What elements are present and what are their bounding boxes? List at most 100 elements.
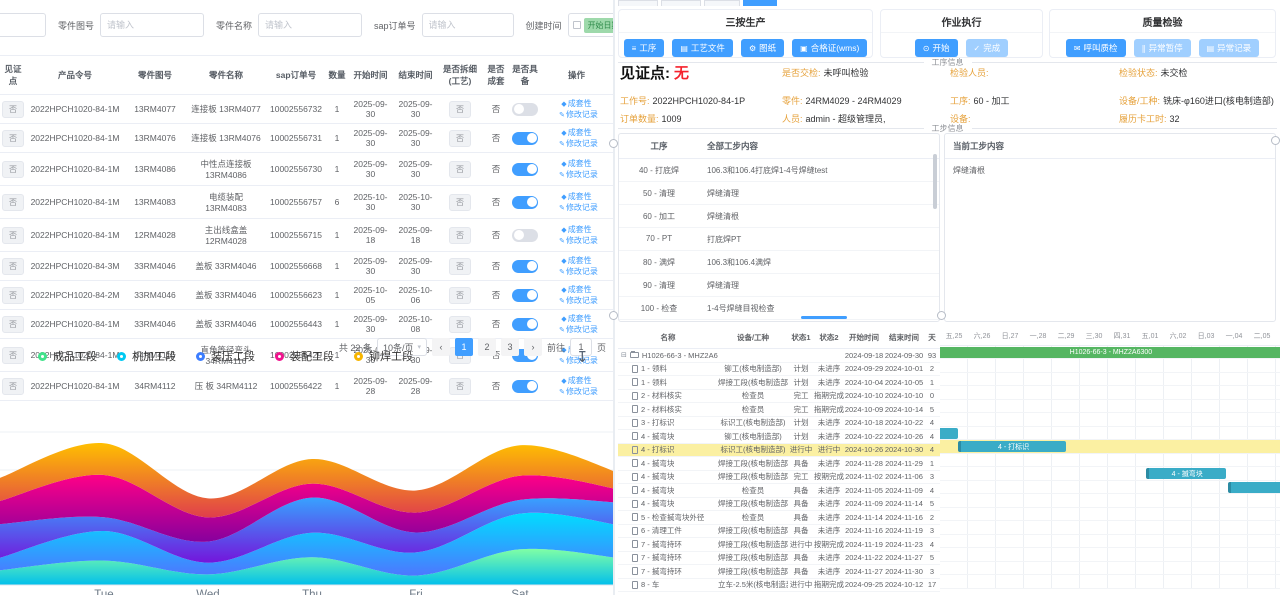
gantt-task-row[interactable]: 7 - 揻弯持环 焊接工段(核电制造部) 具备 未进序 2024-11-27 2024-1… bbox=[618, 565, 940, 579]
legend-item-2[interactable]: 装压工段 bbox=[196, 348, 255, 364]
set-check-link[interactable]: ◆成套性 bbox=[561, 192, 592, 201]
gantt-task-row[interactable]: 2 - 材料核实 检查员 完工 拖期完成 2024-10-10 2024-10-10 0 bbox=[618, 390, 940, 403]
page-button-3[interactable]: 3 bbox=[500, 338, 519, 356]
set-check-link[interactable]: ◆成套性 bbox=[561, 128, 592, 137]
legend-item-0[interactable]: 成品工段 bbox=[38, 348, 97, 364]
modify-log-link[interactable]: ✎修改记录 bbox=[559, 267, 598, 276]
gantt-task-row[interactable]: 1 - 领料 焊接工段(核电制造部) 计划 未进序 2024-10-04 2024-10-… bbox=[618, 376, 940, 390]
set-check-link[interactable]: ◆成套性 bbox=[561, 159, 592, 168]
vertical-scrollbar[interactable] bbox=[933, 154, 937, 209]
ready-toggle[interactable] bbox=[512, 131, 538, 145]
gantt-task-row[interactable]: ⊟ H1026-66-3 - MHZ2A6300 2024-09-182024-09… bbox=[618, 349, 940, 363]
ready-toggle[interactable] bbox=[512, 195, 538, 209]
resize-handle[interactable] bbox=[609, 311, 618, 320]
gantt-task-row[interactable]: 7 - 揻弯持环 焊接工段(核电制造部) 进行中 按期完成 2024-11-19 2024… bbox=[618, 538, 940, 552]
prev-page-button[interactable]: ‹ bbox=[431, 338, 450, 356]
工艺文件-button[interactable]: ▤ 工艺文件 bbox=[672, 39, 733, 57]
gantt-task-row[interactable]: 6 - 清理工件 焊接工段(核电制造部) 具备 未进序 2024-11-16 2024-1… bbox=[618, 525, 940, 538]
gantt-bar[interactable] bbox=[940, 427, 959, 439]
ready-toggle[interactable] bbox=[512, 162, 538, 176]
modify-log-link[interactable]: ✎修改记录 bbox=[559, 170, 598, 179]
ready-toggle[interactable] bbox=[512, 102, 538, 116]
split-no-button[interactable]: 否 bbox=[449, 257, 471, 275]
split-no-button[interactable]: 否 bbox=[449, 129, 471, 147]
horizontal-scrollbar[interactable] bbox=[801, 316, 847, 319]
gantt-bar[interactable]: 4 - 揻弯块 bbox=[1145, 468, 1226, 479]
legend-item-1[interactable]: 机加工段 bbox=[117, 348, 176, 364]
task-name-text: 4 - 揻弯块 bbox=[641, 499, 675, 509]
split-no-button[interactable]: 否 bbox=[449, 315, 471, 333]
gantt-task-row[interactable]: 1 - 领料 铆工(核电制造部) 计划 未进序 2024-09-29 2024-10-01… bbox=[618, 363, 940, 376]
modify-log-link[interactable]: ✎修改记录 bbox=[559, 139, 598, 148]
ready-toggle[interactable] bbox=[512, 288, 538, 302]
异常暂停-button[interactable]: ∥ 异常暂停 bbox=[1133, 39, 1191, 57]
set-check-link[interactable]: ◆成套性 bbox=[561, 376, 592, 385]
gantt-task-row[interactable]: 7 - 揻弯持环 焊接工段(核电制造部) 具备 未进序 2024-11-22 2024-1… bbox=[618, 552, 940, 565]
gantt-task-row[interactable]: 4 - 揻弯块 检查员 具备 未进序 2024-11-05 2024-11-09 4 bbox=[618, 484, 940, 498]
resize-handle[interactable] bbox=[1271, 136, 1280, 145]
图纸-button[interactable]: ⚙ 图纸 bbox=[740, 39, 785, 57]
gantt-bar[interactable]: H1026-66-3 - MHZ2A6300 bbox=[940, 346, 1280, 358]
sap-order-no: 10002556730 bbox=[266, 152, 326, 186]
modify-log-link[interactable]: ✎修改记录 bbox=[559, 236, 598, 245]
开始-button[interactable]: ⊙ 开始 bbox=[914, 39, 958, 57]
split-no-button[interactable]: 否 bbox=[449, 193, 471, 211]
工序-button[interactable]: ≡ 工序 bbox=[623, 39, 665, 57]
ready-toggle[interactable] bbox=[512, 379, 538, 393]
drawing-no-input[interactable] bbox=[100, 13, 205, 37]
legend-item-3[interactable]: 装配工段 bbox=[275, 348, 334, 364]
split-no-button[interactable]: 否 bbox=[449, 100, 471, 118]
set-check-link[interactable]: ◆成套性 bbox=[561, 256, 592, 265]
split-no-button[interactable]: 否 bbox=[449, 377, 471, 395]
resize-handle[interactable] bbox=[937, 311, 946, 320]
ready-toggle[interactable] bbox=[512, 259, 538, 273]
完成-button[interactable]: ✓ 完成 bbox=[965, 39, 1009, 57]
modify-log-link[interactable]: ✎修改记录 bbox=[559, 296, 598, 305]
modify-log-link[interactable]: ✎修改记录 bbox=[559, 387, 598, 396]
tab-stub-3[interactable] bbox=[704, 0, 740, 6]
gantt-task-row[interactable]: 4 - 揻弯块 焊接工段(核电制造部) 具备 未进序 2024-11-09 2024-11… bbox=[618, 498, 940, 511]
gantt-bar[interactable]: 4 - 打标识 bbox=[958, 441, 1066, 452]
tab-stub-2[interactable] bbox=[661, 0, 701, 6]
gantt-task-row[interactable]: 4 - 揻弯块 焊接工段(核电制造部) 完工 按期完成 2024-11-02 2024-1… bbox=[618, 471, 940, 484]
split-no-button[interactable]: 否 bbox=[449, 160, 471, 178]
gantt-task-row[interactable]: 5 - 检查揻弯块外径 检查员 具备 未进序 2024-11-14 2024-11-16 2 bbox=[618, 511, 940, 525]
gantt-task-row[interactable]: 4 - 揻弯块 铆工(核电制造部) 计划 未进序 2024-10-22 2024-10-2… bbox=[618, 430, 940, 444]
gantt-task-row[interactable]: 3 - 打标识 标识工(核电制造部) 计划 未进序 2024-10-18 2024-10-… bbox=[618, 417, 940, 430]
page-size-select[interactable]: 10条/页 ▾ bbox=[376, 338, 427, 356]
ready-toggle[interactable] bbox=[512, 228, 538, 242]
合格证(wms)-button[interactable]: ▣ 合格证(wms) bbox=[792, 39, 868, 57]
gantt-task-row[interactable]: 4 - 揻弯块 焊接工段(核电制造部) 具备 未进序 2024-11-28 2024-11… bbox=[618, 457, 940, 471]
gantt-task-row[interactable]: 8 - 车 立车-2.5米(核电制造部)进行中拖期完成2024-09-252024… bbox=[618, 579, 940, 592]
part-name-input[interactable] bbox=[258, 13, 363, 37]
page-button-1[interactable]: 1 bbox=[454, 338, 473, 356]
modify-log-link[interactable]: ✎修改记录 bbox=[559, 356, 598, 365]
diamond-icon: ◆ bbox=[561, 101, 567, 108]
tab-stub-1[interactable] bbox=[618, 0, 658, 6]
filter-input-partial[interactable] bbox=[0, 13, 46, 37]
gantt-task-row[interactable]: 2 - 材料核实 检查员 完工 拖期完成 2024-10-09 2024-10-14 5 bbox=[618, 403, 940, 417]
sap-no-input[interactable] bbox=[421, 13, 514, 37]
异常记录-button[interactable]: ▤ 异常记录 bbox=[1198, 39, 1260, 57]
ready-toggle[interactable] bbox=[512, 317, 538, 331]
gantt-bar[interactable] bbox=[1228, 481, 1280, 493]
resize-handle[interactable] bbox=[609, 139, 618, 148]
gantt-task-row[interactable]: 4 - 打标识 标识工(核电制造部) 进行中 进行中 2024-10-26 2024-10… bbox=[618, 443, 940, 457]
set-check-link[interactable]: ◆成套性 bbox=[561, 285, 592, 294]
tab-stub-active[interactable] bbox=[743, 0, 777, 6]
collapse-icon[interactable]: ⊟ bbox=[621, 351, 627, 359]
download-icon[interactable]: ↧ bbox=[576, 349, 589, 366]
split-no-button[interactable]: 否 bbox=[449, 226, 471, 244]
goto-page-input[interactable] bbox=[569, 338, 592, 356]
set-check-link[interactable]: ◆成套性 bbox=[561, 225, 592, 234]
page-button-2[interactable]: 2 bbox=[477, 338, 496, 356]
split-no-button[interactable]: 否 bbox=[449, 286, 471, 304]
set-check-link[interactable]: ◆成套性 bbox=[561, 314, 592, 323]
next-page-button[interactable]: › bbox=[523, 338, 542, 356]
modify-log-link[interactable]: ✎修改记录 bbox=[559, 110, 598, 119]
呼叫质检-button[interactable]: ✉ 呼叫质检 bbox=[1065, 39, 1126, 57]
modify-log-link[interactable]: ✎修改记录 bbox=[559, 203, 598, 212]
modify-log-link[interactable]: ✎修改记录 bbox=[559, 325, 598, 334]
legend-item-4[interactable]: 铆焊工段 bbox=[354, 348, 413, 364]
set-check-link[interactable]: ◆成套性 bbox=[561, 99, 592, 108]
